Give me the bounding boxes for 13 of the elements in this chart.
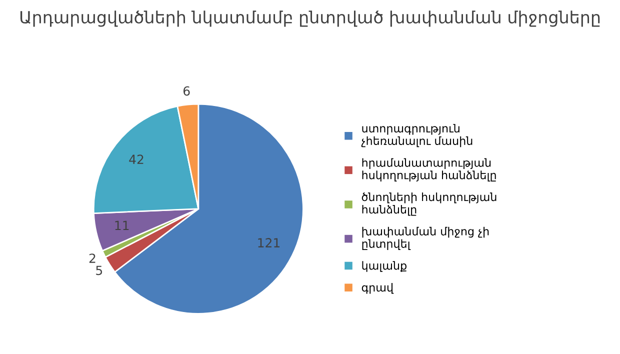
- legend-label: հրամանատարության հսկողության հանձնելը: [362, 158, 496, 182]
- data-label: 2: [89, 254, 96, 263]
- legend-label: խափանման միջոց չի ընտրվել: [362, 226, 489, 250]
- legend-label: ստորագրություն չհեռանալու մասին: [361, 124, 472, 148]
- data-label: 42: [129, 154, 144, 164]
- legend-label: գրավ: [362, 283, 394, 294]
- legend-label: ծնողների հսկողության հանձնելը: [362, 192, 496, 216]
- data-label: 121: [258, 238, 280, 248]
- data-label: 11: [115, 220, 129, 230]
- legend-label: կալանք: [362, 261, 406, 272]
- data-label: 5: [96, 266, 102, 276]
- chart-title: Արդարացվածների նկատմամբ ընտրված խափանման միջոցները: [20, 10, 600, 27]
- data-label: 6: [183, 86, 190, 96]
